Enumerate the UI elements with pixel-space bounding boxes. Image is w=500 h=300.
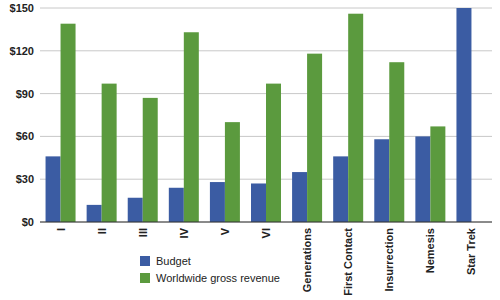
bar xyxy=(430,126,445,222)
bar xyxy=(251,183,266,222)
bar xyxy=(46,156,61,222)
chart: $0$30$60$90$120$150IIIIIIIVVVIGeneration… xyxy=(0,0,500,300)
grid-line xyxy=(40,8,492,9)
y-tick-label: $30 xyxy=(16,173,34,185)
bar xyxy=(415,136,430,222)
bar xyxy=(184,32,199,222)
x-tick-label: II xyxy=(96,228,108,234)
bar xyxy=(292,172,307,222)
grid-line xyxy=(40,50,492,51)
x-tick-label: III xyxy=(137,228,149,237)
bar xyxy=(225,122,240,222)
grid-line xyxy=(40,222,492,223)
bar xyxy=(143,98,158,222)
bars xyxy=(46,8,472,222)
x-tick-label: I xyxy=(55,228,67,231)
x-tick-label: Insurrection xyxy=(383,228,395,292)
bar xyxy=(210,182,225,222)
bar xyxy=(128,198,143,222)
bar xyxy=(307,54,322,222)
bar xyxy=(333,156,348,222)
legend-swatch xyxy=(140,273,150,283)
x-tick-label: IV xyxy=(178,227,190,238)
x-tick-label: First Contact xyxy=(342,228,354,296)
bar xyxy=(389,62,404,222)
x-tick-label: Generations xyxy=(301,228,313,292)
x-tick-label: VI xyxy=(260,228,272,238)
bar xyxy=(61,24,76,222)
x-tick-label: Star Trek xyxy=(465,227,477,275)
legend-swatch xyxy=(140,256,150,266)
y-tick-label: $60 xyxy=(16,130,34,142)
y-tick-label: $0 xyxy=(22,216,34,228)
bar xyxy=(169,188,184,222)
bar xyxy=(374,139,389,222)
y-tick-label: $90 xyxy=(16,88,34,100)
bar xyxy=(266,84,281,222)
y-tick-label: $120 xyxy=(10,45,34,57)
x-axis xyxy=(40,222,492,223)
bar xyxy=(102,84,117,222)
bar xyxy=(87,205,102,222)
x-tick-label: V xyxy=(219,227,231,235)
legend-label: Worldwide gross revenue xyxy=(156,272,280,284)
bar xyxy=(348,14,363,222)
bar xyxy=(456,8,471,222)
x-tick-label: Nemesis xyxy=(424,228,436,273)
y-tick-label: $150 xyxy=(10,2,34,14)
legend-label: Budget xyxy=(156,255,191,267)
